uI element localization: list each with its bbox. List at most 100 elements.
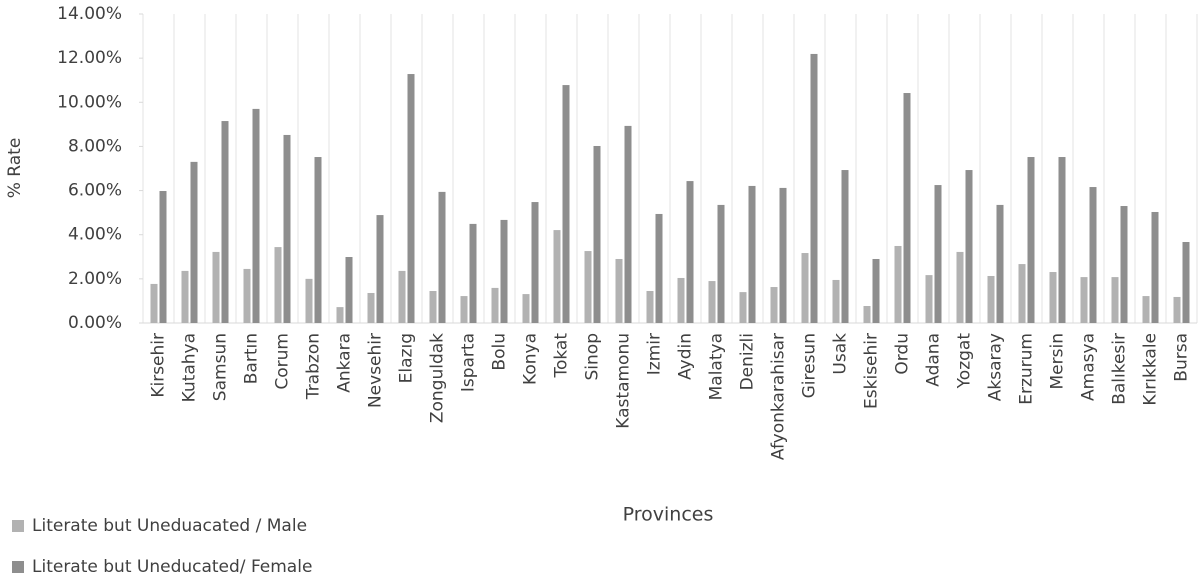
bar xyxy=(562,85,570,323)
y-tick-label: 8.00% xyxy=(68,136,122,156)
bar xyxy=(770,287,778,323)
bar xyxy=(159,191,167,323)
bar xyxy=(274,247,282,323)
bar xyxy=(491,287,499,323)
bar xyxy=(1027,157,1035,323)
bar xyxy=(708,281,716,323)
bar xyxy=(345,257,353,323)
x-tick-label: Adana xyxy=(924,333,944,387)
x-tick-label: Trabzon xyxy=(304,333,324,400)
x-tick-label: Ordu xyxy=(893,333,913,375)
x-tick-label: Nevsehir xyxy=(366,333,386,408)
bar xyxy=(336,307,344,323)
bar xyxy=(1049,272,1057,323)
x-tick-label: Afyonkarahisar xyxy=(769,333,789,460)
x-tick-label: Yozgat xyxy=(955,333,975,390)
x-tick-label: Malatya xyxy=(707,333,727,400)
x-tick-label: Eskisehir xyxy=(862,333,882,409)
bar xyxy=(305,278,313,323)
bar xyxy=(190,161,198,323)
x-tick-label: Aksaray xyxy=(986,333,1006,401)
bar xyxy=(832,279,840,323)
bar xyxy=(934,185,942,323)
x-tick-label: Giresun xyxy=(800,333,820,398)
bar xyxy=(1111,277,1119,323)
x-tick-label: Kırıkkale xyxy=(1141,333,1161,406)
bar xyxy=(863,306,871,323)
x-tick-label: Corum xyxy=(273,333,293,390)
y-tick-label: 10.00% xyxy=(57,92,122,112)
bar xyxy=(314,157,322,323)
bar xyxy=(841,170,849,323)
bar xyxy=(965,170,973,323)
x-tick-label: Bolu xyxy=(490,333,510,371)
bar xyxy=(407,74,415,323)
legend-label: Literate but Uneduacated / Male xyxy=(32,516,307,536)
bar xyxy=(810,53,818,324)
bar xyxy=(593,145,601,323)
bar xyxy=(1173,296,1181,323)
bar xyxy=(717,204,725,323)
bar xyxy=(624,125,632,323)
y-axis-title: % Rate xyxy=(5,138,25,199)
y-tick-label: 0.00% xyxy=(68,313,122,333)
x-tick-label: Ankara xyxy=(335,333,355,393)
bar xyxy=(553,230,561,323)
bar xyxy=(212,251,220,323)
bar xyxy=(872,258,880,323)
x-tick-label: Usak xyxy=(831,333,851,375)
x-tick-label: Amasya xyxy=(1079,333,1099,401)
x-tick-label: Konya xyxy=(521,333,541,385)
bar xyxy=(646,290,654,323)
bar xyxy=(460,296,468,323)
bar xyxy=(522,294,530,323)
legend-swatch xyxy=(12,561,24,573)
bar xyxy=(996,204,1004,323)
legend-label: Literate but Uneducated/ Female xyxy=(32,557,312,577)
bar xyxy=(367,292,375,323)
y-tick-label: 6.00% xyxy=(68,181,122,201)
bar xyxy=(500,219,508,323)
x-tick-label: Bursa xyxy=(1172,333,1192,382)
bar xyxy=(283,134,291,323)
bar xyxy=(801,253,809,323)
bar xyxy=(584,251,592,323)
y-tick-label: 2.00% xyxy=(68,269,122,289)
y-tick-label: 12.00% xyxy=(57,48,122,68)
x-tick-label: Samsun xyxy=(211,333,231,401)
bar xyxy=(376,215,384,323)
x-tick-label: Aydin xyxy=(676,333,696,380)
bar xyxy=(252,108,260,324)
bar xyxy=(1018,264,1026,323)
bar xyxy=(686,181,694,323)
x-axis-title: Provinces xyxy=(623,504,714,526)
x-tick-label: Balıkesir xyxy=(1110,333,1130,405)
bar xyxy=(398,270,406,323)
bar xyxy=(1151,211,1159,323)
x-tick-label: Kirsehir xyxy=(149,333,169,398)
bar xyxy=(429,290,437,323)
x-tick-label: Sinop xyxy=(583,333,603,380)
bar xyxy=(438,191,446,323)
bar xyxy=(903,93,911,323)
bar xyxy=(1089,187,1097,323)
bar xyxy=(221,121,229,324)
x-tick-label: Bartın xyxy=(242,333,262,384)
bar xyxy=(181,270,189,323)
y-tick-label: 14.00% xyxy=(57,4,122,24)
x-tick-label: Mersin xyxy=(1048,333,1068,389)
bar xyxy=(150,283,158,323)
bar xyxy=(243,268,251,323)
bar xyxy=(469,223,477,323)
bar xyxy=(925,275,933,323)
bar xyxy=(677,277,685,323)
bar xyxy=(779,187,787,323)
bar xyxy=(987,275,995,323)
x-tick-label: Izmir xyxy=(645,333,665,375)
bar xyxy=(1058,157,1066,323)
bar xyxy=(894,245,902,323)
bar xyxy=(531,202,539,323)
bar xyxy=(739,292,747,323)
x-tick-label: Zonguldak xyxy=(428,333,448,423)
